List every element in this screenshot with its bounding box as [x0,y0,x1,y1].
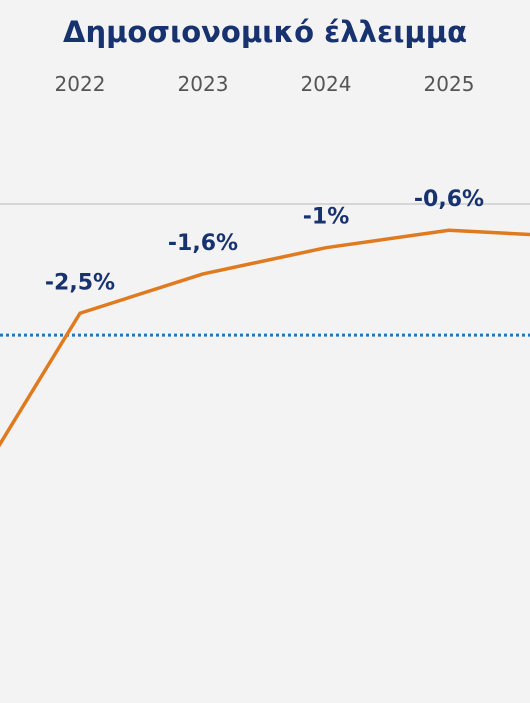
data-label: -1% [303,205,349,230]
data-label: -1,6% [168,231,238,256]
x-tick-label: 2024 [301,72,352,96]
data-label: -0,6% [414,187,484,212]
x-tick-label: 2022 [55,72,106,96]
x-tick-label: 2025 [424,72,475,96]
x-tick-label: 2023 [178,72,229,96]
data-label: -2,5% [45,270,115,295]
chart-title: Δημοσιονομικό έλλειμμα [63,15,467,49]
data-line [0,228,530,448]
